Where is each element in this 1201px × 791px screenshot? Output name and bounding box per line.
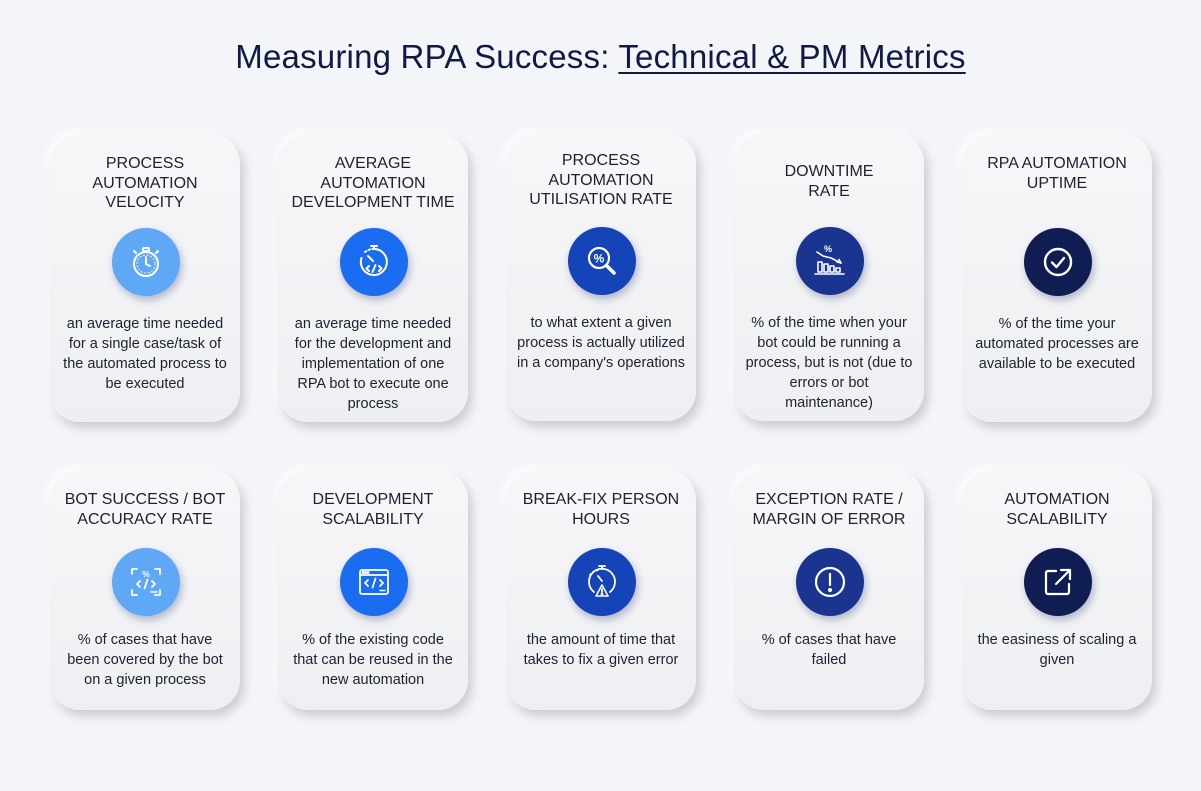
card-description: an average time needed for a single case…: [63, 316, 227, 392]
declining-chart-icon: %: [796, 227, 864, 295]
metric-card-automation-scalability: AUTOMATION SCALABILITY the easiness of s…: [962, 470, 1152, 710]
stopwatch-warning-icon: [568, 548, 636, 616]
exclamation-circle-icon: [796, 548, 864, 616]
card-description: to what extent a given process is actual…: [516, 315, 685, 371]
card-title: RPA AUTOMATION UPTIME: [987, 155, 1127, 192]
card-title: AVERAGE AUTOMATION DEVELOPMENT TIME: [291, 155, 455, 211]
card-description: % of the time your automated processes a…: [975, 316, 1139, 372]
card-title: AUTOMATION SCALABILITY: [1004, 491, 1110, 528]
card-title: DOWNTIME RATE: [784, 163, 874, 200]
metric-card-downtime-rate: DOWNTIME RATE % % of the time when your …: [734, 133, 924, 421]
metric-card-average-automation-development-time: AVERAGE AUTOMATION DEVELOPMENT TIME an a…: [278, 134, 468, 422]
card-description: % of the time when your bot could be run…: [745, 315, 913, 411]
card-description: % of cases that have been covered by the…: [67, 632, 223, 688]
card-title: PROCESS AUTOMATION VELOCITY: [92, 155, 198, 211]
svg-text:%: %: [594, 252, 605, 266]
metric-card-process-automation-velocity: PROCESS AUTOMATION VELOCITY an average t…: [50, 134, 240, 422]
card-description: % of the existing code that can be reuse…: [293, 632, 453, 688]
metric-card-break-fix-person-hours: BREAK-FIX PERSON HOURS the amount of tim…: [506, 470, 696, 710]
card-description: % of cases that have failed: [761, 632, 897, 668]
metric-card-development-scalability: DEVELOPMENT SCALABILITY % of the existin…: [278, 470, 468, 710]
check-circle-icon: [1024, 228, 1092, 296]
card-description: the easiness of scaling a given: [977, 632, 1137, 668]
code-percent-icon: %: [112, 548, 180, 616]
metric-card-process-automation-utilisation-rate: PROCESS AUTOMATION UTILISATION RATE % to…: [506, 133, 696, 421]
code-window-icon: [340, 548, 408, 616]
card-title: DEVELOPMENT SCALABILITY: [312, 491, 434, 528]
card-description: an average time needed for the developme…: [294, 316, 452, 412]
percent-search-icon: %: [568, 227, 636, 295]
title-plain: Measuring RPA Success:: [235, 38, 619, 75]
title-link[interactable]: Technical & PM Metrics: [618, 38, 966, 75]
svg-text:%: %: [824, 244, 832, 254]
metric-card-bot-success-accuracy-rate: BOT SUCCESS / BOT ACCURACY RATE % % of c…: [50, 470, 240, 710]
card-description: the amount of time that takes to fix a g…: [523, 632, 679, 668]
card-title: PROCESS AUTOMATION UTILISATION RATE: [529, 152, 673, 208]
svg-text:%: %: [142, 569, 150, 579]
stopwatch-icon: [112, 228, 180, 296]
metric-card-rpa-automation-uptime: RPA AUTOMATION UPTIME % of the time your…: [962, 134, 1152, 422]
card-title: EXCEPTION RATE / MARGIN OF ERROR: [752, 491, 906, 528]
external-link-icon: [1024, 548, 1092, 616]
code-stopwatch-icon: [340, 228, 408, 296]
card-title: BOT SUCCESS / BOT ACCURACY RATE: [64, 491, 226, 528]
metric-card-exception-rate: EXCEPTION RATE / MARGIN OF ERROR % of ca…: [734, 470, 924, 710]
card-title: BREAK-FIX PERSON HOURS: [522, 491, 680, 528]
page-title: Measuring RPA Success: Technical & PM Me…: [0, 38, 1201, 76]
